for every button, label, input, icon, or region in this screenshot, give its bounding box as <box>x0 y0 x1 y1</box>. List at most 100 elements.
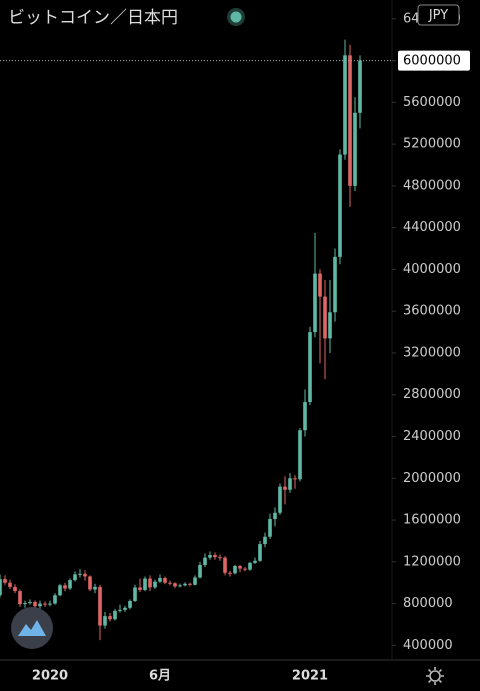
chart-title: ビットコイン／日本円 <box>8 8 178 28</box>
candle-body <box>188 583 192 585</box>
candle-body <box>113 610 117 620</box>
candle-body <box>248 562 252 570</box>
candle-body <box>118 609 122 611</box>
candle-body <box>168 582 172 584</box>
candle-body <box>13 586 17 592</box>
settings-button[interactable] <box>426 667 444 685</box>
candle-body <box>183 583 187 586</box>
y-tick-label: 3600000 <box>403 304 461 319</box>
candle-body <box>173 583 177 587</box>
y-tick-label: 2800000 <box>403 387 461 402</box>
candle-body <box>0 579 2 596</box>
candle-body <box>298 430 302 480</box>
candle-body <box>48 603 52 605</box>
candle-body <box>123 607 127 610</box>
candle-body <box>68 580 72 589</box>
last-price-label: 6000000 <box>403 54 461 69</box>
currency-badge[interactable] <box>417 4 460 26</box>
candle-body <box>333 256 337 313</box>
candle-body <box>133 587 137 601</box>
candle-body <box>303 402 307 431</box>
candle-body <box>43 603 47 605</box>
candle-body <box>313 273 317 333</box>
candle-body <box>83 573 87 577</box>
candle-body <box>338 154 342 257</box>
candle-body <box>28 602 32 604</box>
currency-label[interactable]: JPY <box>428 8 448 23</box>
candle-body <box>223 557 227 573</box>
gear-teeth[interactable] <box>426 667 444 685</box>
candle-body <box>228 572 232 574</box>
logo-circle[interactable] <box>11 607 53 649</box>
candle-body <box>128 600 132 608</box>
candle-body <box>148 578 152 588</box>
candle-body <box>268 519 272 537</box>
candle-body <box>93 586 97 590</box>
x-tick-label: 2021 <box>292 669 328 684</box>
y-tick-label: 1600000 <box>403 513 461 528</box>
y-tick-label: 4000000 <box>403 262 461 277</box>
candle-body <box>98 586 102 626</box>
last-price-badge <box>398 50 470 71</box>
candle-body <box>208 555 212 558</box>
candle-body <box>63 585 67 589</box>
candle-body <box>38 603 42 607</box>
y-tick-label: 4800000 <box>403 178 461 193</box>
y-tick-label: 800000 <box>403 596 453 611</box>
candle-body <box>198 564 202 578</box>
candle-body <box>233 566 237 574</box>
candle-body <box>23 603 27 605</box>
candle-body <box>293 478 297 480</box>
candle-body <box>33 602 37 607</box>
candle-body <box>328 312 332 339</box>
candle-body <box>308 332 312 403</box>
candle-body <box>178 585 182 587</box>
candle-body <box>138 587 142 591</box>
candle-body <box>283 486 287 490</box>
candle-body <box>3 579 7 583</box>
y-tick-label: 4400000 <box>403 220 461 235</box>
y-tick-label: 400000 <box>403 638 453 653</box>
candle-body <box>153 581 157 588</box>
candle-body <box>108 616 112 620</box>
candle-body <box>8 582 12 587</box>
candle-body <box>103 616 107 626</box>
candle-body <box>343 55 347 155</box>
logo-mountain[interactable] <box>18 620 46 636</box>
y-tick-label: 3200000 <box>403 345 461 360</box>
x-tick-label: 2020 <box>32 669 68 684</box>
candle-body <box>58 585 62 596</box>
y-tick-label: 5200000 <box>403 137 461 152</box>
candle-body <box>53 595 57 604</box>
candle-body <box>73 574 77 581</box>
candle-body <box>288 478 292 490</box>
candle-body <box>213 555 217 558</box>
y-tick-label: 2400000 <box>403 429 461 444</box>
candle-body <box>323 296 327 339</box>
candle-body <box>18 591 22 605</box>
candle-body <box>253 560 257 563</box>
y-tick-label: 5600000 <box>403 95 461 110</box>
candle-body <box>278 486 282 513</box>
gear-icon[interactable] <box>429 670 441 682</box>
y-tick-label: 2000000 <box>403 471 461 486</box>
candle-body <box>358 60 362 113</box>
candle-body <box>203 557 207 565</box>
candle-body <box>318 273 322 297</box>
plot-area <box>0 39 396 641</box>
x-tick-label: 6月 <box>149 669 171 684</box>
candle-body <box>238 566 242 569</box>
status-dot <box>230 11 242 23</box>
candle-body <box>273 512 277 520</box>
candle-body <box>218 557 222 559</box>
candle-body <box>163 578 167 583</box>
candle-body <box>78 573 82 575</box>
candle-body <box>353 112 357 186</box>
candle-body <box>143 578 147 591</box>
candle-body <box>263 536 267 545</box>
candle-body <box>243 568 247 570</box>
y-tick-label: 1200000 <box>403 554 461 569</box>
logo-button[interactable] <box>11 607 53 649</box>
candle-body <box>88 576 92 590</box>
